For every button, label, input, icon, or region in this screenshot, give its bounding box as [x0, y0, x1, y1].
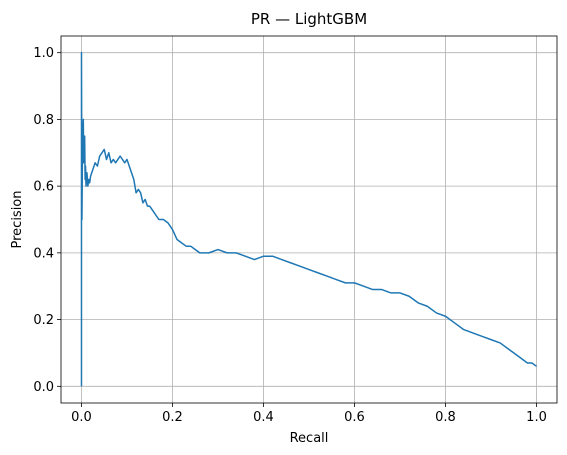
y-axis-label: Precision [10, 190, 25, 248]
x-tick-label: 0.6 [344, 410, 365, 425]
y-tick-label: 0.4 [33, 246, 54, 261]
x-tick-label: 0.8 [435, 410, 456, 425]
grid-lines [61, 36, 557, 403]
y-tick-label: 0.6 [33, 180, 54, 195]
y-tick-label: 0.0 [33, 380, 54, 395]
y-tick-label: 1.0 [33, 46, 54, 61]
y-axis-ticks: 0.0 0.2 0.4 0.6 0.8 1.0 [33, 46, 61, 395]
x-tick-label: 0.0 [71, 410, 92, 425]
plot-area-frame [60, 35, 558, 404]
series-layer [80, 51, 537, 387]
pr-curve-line [80, 51, 537, 387]
x-tick-label: 1.0 [526, 410, 547, 425]
y-tick-label: 0.8 [33, 113, 54, 128]
chart-title: PR — LightGBM [251, 10, 367, 28]
y-tick-label: 0.2 [33, 313, 54, 328]
x-axis-ticks: 0.0 0.2 0.4 0.6 0.8 1.0 [71, 403, 547, 425]
x-tick-label: 0.2 [162, 410, 183, 425]
x-tick-label: 0.4 [253, 410, 274, 425]
x-axis-label: Recall [290, 431, 329, 446]
